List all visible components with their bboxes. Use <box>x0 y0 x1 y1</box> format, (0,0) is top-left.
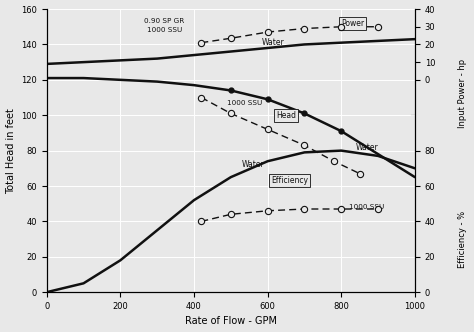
Text: 1000 SSU: 1000 SSU <box>349 204 385 210</box>
Text: Water: Water <box>242 160 264 169</box>
Text: Efficiency: Efficiency <box>271 176 308 185</box>
Text: Efficiency - %: Efficiency - % <box>458 210 466 268</box>
X-axis label: Rate of Flow - GPM: Rate of Flow - GPM <box>185 316 277 326</box>
Text: Water: Water <box>356 142 378 152</box>
Text: Head: Head <box>276 111 296 120</box>
Text: 1000 SSU: 1000 SSU <box>227 100 263 106</box>
Text: Input Power - hp: Input Power - hp <box>458 58 466 127</box>
Text: 1000 SSU: 1000 SSU <box>147 27 182 33</box>
Text: Water: Water <box>262 38 284 47</box>
Text: Power: Power <box>341 19 364 28</box>
Text: 0.90 SP GR: 0.90 SP GR <box>145 19 185 25</box>
Y-axis label: Total Head in feet: Total Head in feet <box>6 108 16 194</box>
